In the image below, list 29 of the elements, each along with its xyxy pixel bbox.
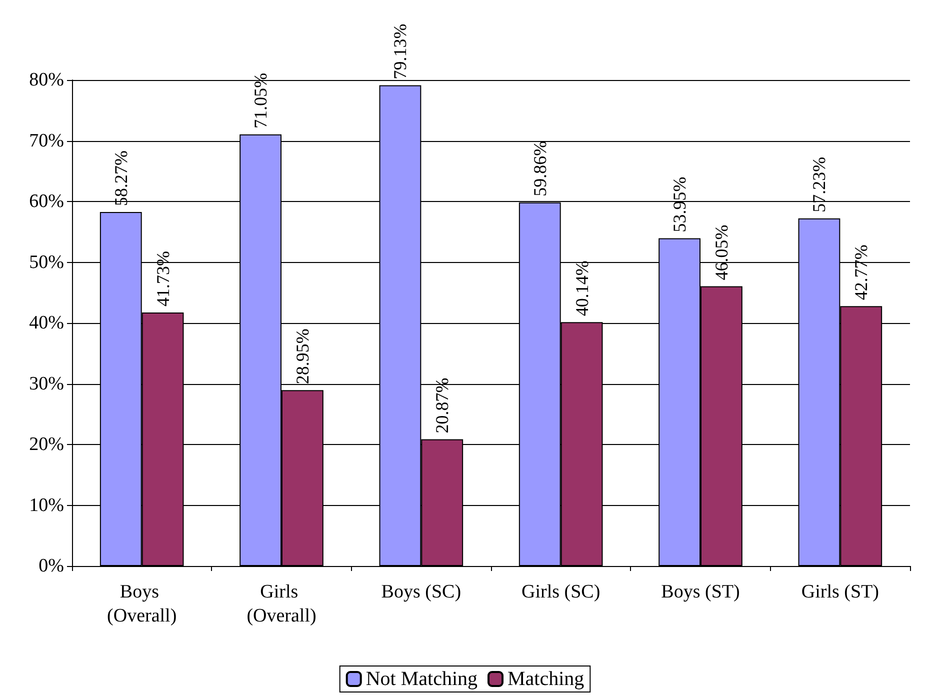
x-tick-label: Girls (SC) xyxy=(522,582,600,602)
data-label: 79.13% xyxy=(390,24,410,80)
y-tick-label: 20% xyxy=(29,434,64,455)
data-label: 42.77% xyxy=(851,244,872,300)
data-label: 40.14% xyxy=(572,260,592,316)
y-tick-label: 30% xyxy=(29,373,64,394)
x-tick-label: Boys (ST) xyxy=(661,582,740,602)
y-tick-label: 60% xyxy=(29,191,64,212)
data-label: 46.05% xyxy=(711,224,732,280)
data-label: 58.27% xyxy=(110,150,131,206)
x-tick-label: Girls (Overall) xyxy=(246,582,316,626)
y-tick-label: 70% xyxy=(29,130,64,152)
data-label: 71.05% xyxy=(250,72,271,128)
legend-label: Not Matching xyxy=(366,668,478,690)
y-tick-label: 10% xyxy=(29,494,64,516)
y-tick-label: 0% xyxy=(38,556,64,576)
legend-label: Matching xyxy=(508,668,584,690)
x-tick-label: Boys (SC) xyxy=(381,582,462,602)
y-tick-label: 80% xyxy=(29,70,64,90)
y-tick-label: 50% xyxy=(29,252,64,273)
data-label: 20.87% xyxy=(432,378,452,434)
data-label: 53.95% xyxy=(670,176,690,232)
y-tick-label: 40% xyxy=(29,312,64,334)
data-label: 41.73% xyxy=(152,250,173,306)
x-tick-label: Boys (Overall) xyxy=(107,582,177,626)
data-label: 57.23% xyxy=(809,156,830,212)
data-label: 59.86% xyxy=(530,140,550,196)
data-label: 28.95% xyxy=(292,328,312,384)
x-tick-label: Girls (ST) xyxy=(801,582,879,602)
